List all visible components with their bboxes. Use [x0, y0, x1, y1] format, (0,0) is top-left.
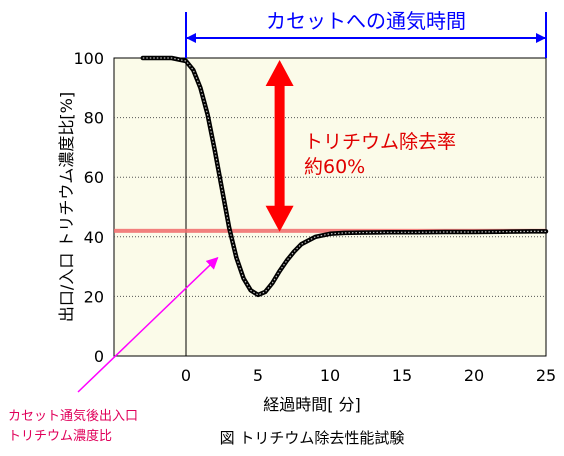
curve-label-line1: カセット通気後出入口 [8, 408, 138, 424]
series-line [140, 55, 549, 298]
plot-area [113, 57, 547, 357]
y-tick-label: 20 [84, 287, 104, 306]
y-tick-labels: 0 20 40 60 80 100 [73, 49, 104, 366]
exposure-label: カセットへの通気時間 [266, 9, 466, 33]
exposure-time-annotation: カセットへの通気時間 [185, 9, 547, 58]
removal-double-arrow [265, 60, 294, 232]
x-axis-label: 経過時間[ 分] [263, 395, 361, 414]
removal-rate-annotation: トリチウム除去率 約60% [265, 60, 456, 232]
y-tick-label: 40 [84, 228, 104, 247]
x-tick-labels: 0 5 10 15 20 25 [181, 366, 556, 385]
removal-label-line2: 約60% [304, 156, 365, 178]
removal-label-line1: トリチウム除去率 [304, 131, 456, 153]
x-tick-label: 20 [464, 366, 484, 385]
x-tick-label: 15 [392, 366, 412, 385]
y-tick-label: 60 [84, 168, 104, 187]
y-tick-label: 0 [94, 347, 104, 366]
chart-title: 図 トリチウム除去性能試験 [220, 429, 405, 447]
x-tick-label: 0 [181, 366, 191, 385]
reference-band-40pct [114, 228, 546, 233]
x-tick-label: 10 [320, 366, 340, 385]
y-tick-label: 80 [84, 109, 104, 128]
x-tick-label: 25 [536, 366, 556, 385]
curve-callout-arrow [77, 256, 219, 393]
series-curve-highlight [142, 57, 546, 296]
curve-label-line2: トリチウム濃度比 [8, 428, 112, 444]
y-axis-label: 出口/入口 トリチウム濃度比[%] [57, 92, 76, 322]
y-tick-label: 100 [73, 49, 104, 68]
x-tick-label: 5 [253, 366, 263, 385]
curve-callout: カセット通気後出入口 トリチウム濃度比 [8, 256, 219, 444]
